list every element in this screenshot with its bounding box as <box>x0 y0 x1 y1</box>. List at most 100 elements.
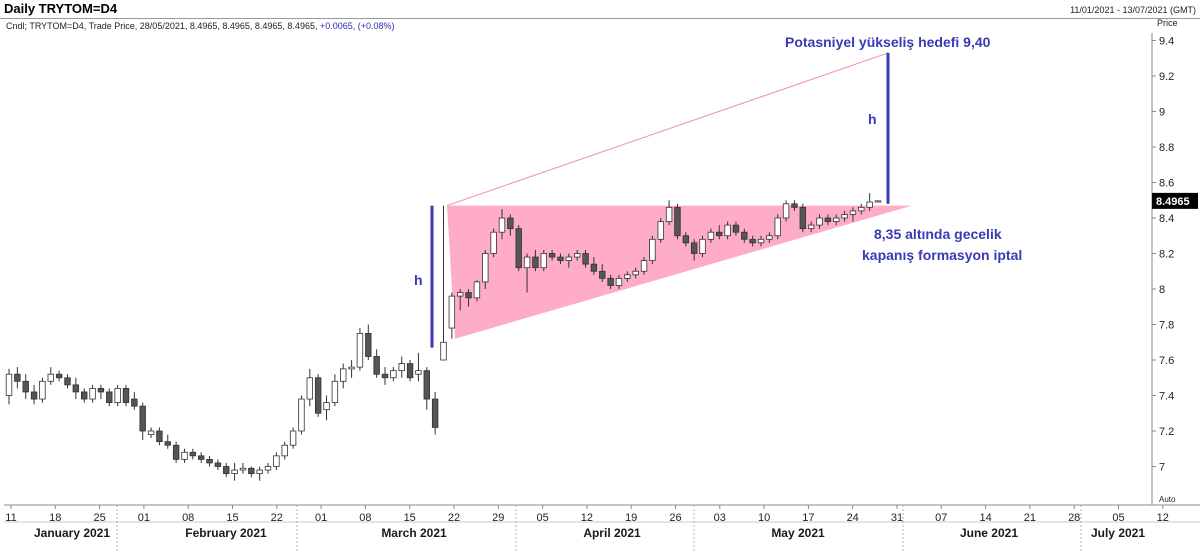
candle-body <box>323 402 330 411</box>
candle-body <box>624 274 631 279</box>
candle-body <box>206 458 213 464</box>
candle-body <box>607 277 614 286</box>
candle-body <box>732 224 740 233</box>
x-tick-label: 07 <box>935 512 947 524</box>
candle-body <box>540 253 547 269</box>
candle <box>47 367 54 385</box>
candle-body <box>256 469 263 474</box>
candle <box>415 352 422 382</box>
x-tick-label: 17 <box>802 512 814 524</box>
x-tick-label: 05 <box>536 512 548 524</box>
candle-body <box>565 256 573 261</box>
triangle-pattern <box>447 205 912 339</box>
x-tick-label: 22 <box>271 512 283 524</box>
candle-body <box>707 231 715 240</box>
candle-body <box>649 238 656 262</box>
candle-body <box>807 224 815 230</box>
candle-body <box>665 206 673 222</box>
candle <box>289 427 297 449</box>
candle <box>181 448 188 463</box>
candle-body <box>39 380 46 400</box>
candle-body <box>699 238 706 254</box>
candle-body <box>223 466 230 474</box>
candle-body <box>64 377 71 386</box>
candle <box>665 200 673 226</box>
candle <box>373 349 380 378</box>
legend-text: Cndl; TRYTOM=D4, Trade Price, 28/05/2021… <box>6 21 318 31</box>
candle-body <box>281 444 288 457</box>
candle-body <box>849 210 857 215</box>
target-annotation: Potasniyel yükseliş hedefi 9,40 <box>785 34 991 50</box>
candle <box>849 207 857 222</box>
candle-body <box>782 203 790 219</box>
candle <box>72 377 80 400</box>
candle-body <box>214 462 222 467</box>
candle <box>106 388 113 407</box>
candle <box>590 257 598 275</box>
candle-body <box>306 377 314 400</box>
candle <box>473 280 481 302</box>
candle <box>398 356 405 378</box>
x-tick-label: 03 <box>714 512 726 524</box>
candle-body <box>89 387 96 400</box>
candle-body <box>365 332 372 357</box>
candle-body <box>599 270 606 279</box>
candle <box>799 203 806 233</box>
candle-body <box>156 430 163 443</box>
y-tick-label: 7.8 <box>1159 320 1174 332</box>
candle <box>732 221 740 236</box>
candle-body <box>682 235 690 244</box>
candle <box>624 271 631 282</box>
candle-body <box>657 221 664 240</box>
candle <box>256 466 263 481</box>
x-tick-label: 18 <box>49 512 61 524</box>
cancel-annotation-line1: 8,35 altında gecelik <box>874 226 1002 242</box>
candle-body <box>431 398 439 428</box>
candle <box>431 391 439 435</box>
candle-body <box>406 363 414 379</box>
candle <box>30 384 38 405</box>
candle-body <box>858 206 865 212</box>
candle <box>490 228 497 258</box>
cancel-annotation-line2: kapanış formasyon iptal <box>862 247 1023 263</box>
candle <box>649 235 656 265</box>
candle <box>248 466 255 478</box>
x-tick-label: 22 <box>448 512 460 524</box>
candle <box>498 209 506 240</box>
x-tick-label: 12 <box>1157 512 1169 524</box>
x-tick-label: 15 <box>404 512 416 524</box>
candle-body <box>122 387 130 403</box>
candle-body <box>248 467 255 474</box>
y-tick-label: 8.6 <box>1159 178 1174 190</box>
candle <box>874 200 882 203</box>
candle <box>716 225 723 240</box>
candle-body <box>197 455 205 460</box>
candle <box>81 388 88 403</box>
axis-auto-label: Auto <box>1159 495 1176 504</box>
candle-body <box>273 455 280 467</box>
x-tick-label: 15 <box>226 512 238 524</box>
candles <box>5 193 882 481</box>
x-tick-label: 14 <box>979 512 991 524</box>
candle <box>206 455 213 467</box>
last-price-box <box>1152 192 1198 209</box>
candle <box>532 249 539 272</box>
candle-body <box>30 391 38 400</box>
candle <box>39 377 46 403</box>
candle <box>690 239 698 261</box>
x-tick-label: 05 <box>1112 512 1124 524</box>
candle-body <box>81 391 88 400</box>
candle-body <box>22 380 29 393</box>
candle <box>457 289 464 311</box>
chart-title: Daily TRYTOM=D4 <box>4 1 118 16</box>
date-range: 11/01/2021 - 13/07/2021 (GMT) <box>1070 5 1196 15</box>
candle-body <box>473 281 481 299</box>
candle-body <box>348 366 355 370</box>
candle <box>582 249 589 268</box>
candle <box>323 395 330 421</box>
candle <box>515 225 522 272</box>
y-tick-label: 9 <box>1159 107 1165 119</box>
y-tick-label: 7.2 <box>1159 426 1174 438</box>
candle-body <box>482 253 489 283</box>
